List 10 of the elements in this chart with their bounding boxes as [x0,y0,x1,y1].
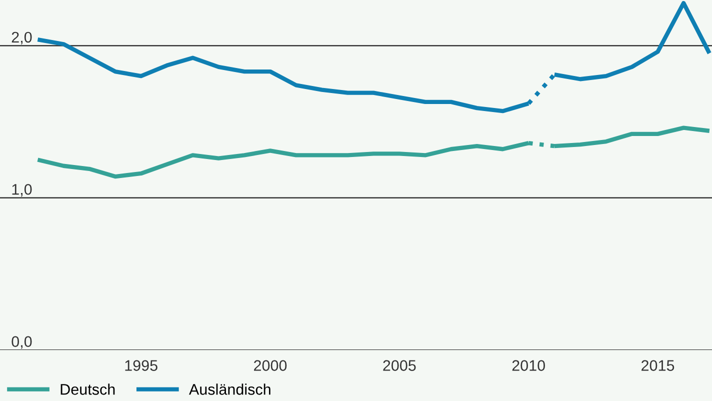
x-tick-label: 2015 [642,360,674,371]
x-tick-label: 2010 [512,360,545,371]
x-tick-label: 2005 [383,360,416,371]
x-tick-label: 1995 [125,360,158,371]
legend-label: Deutsch [60,384,115,395]
y-tick-label: 2,0 [12,32,32,44]
y-tick-label: 1,0 [12,184,32,197]
y-tick-label: 0,0 [12,336,32,349]
legend-label: Ausländisch [188,384,270,395]
x-tick-label: 2000 [254,360,287,371]
